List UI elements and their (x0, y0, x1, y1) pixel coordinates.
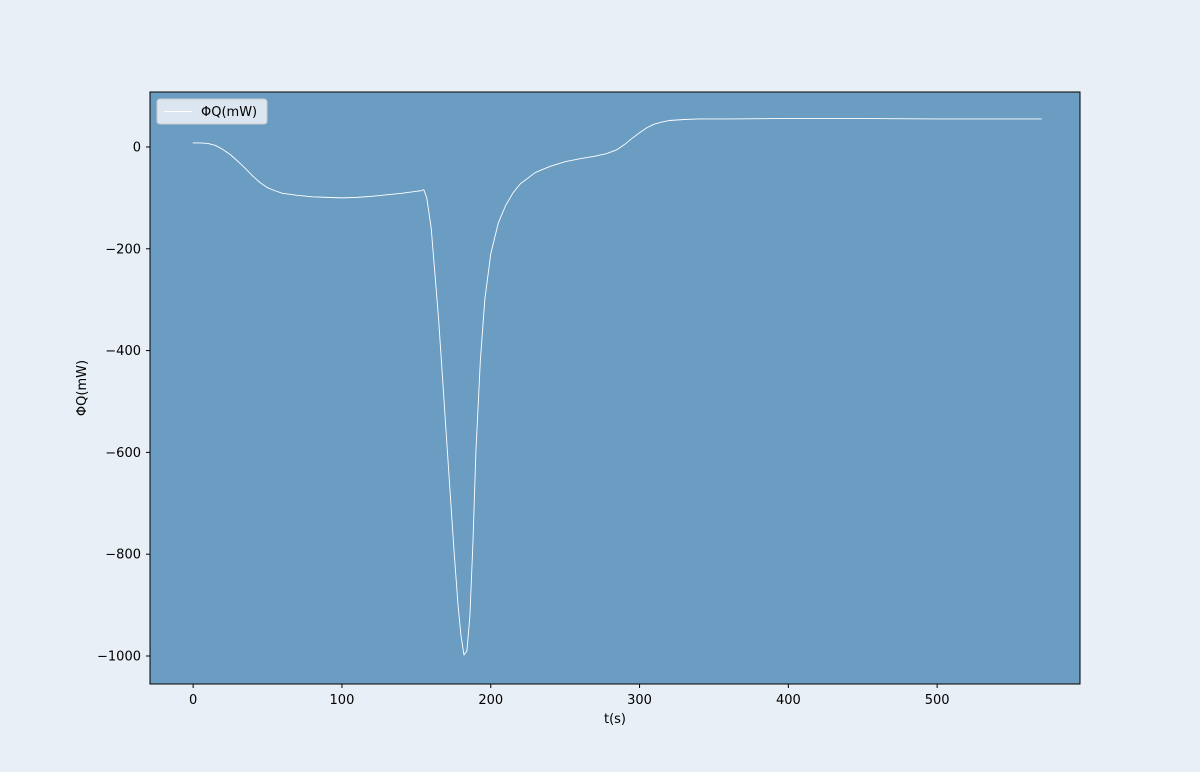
x-axis: 0 100 200 300 400 500 (189, 684, 950, 708)
x-tick-label: 200 (478, 693, 503, 708)
x-tick-label: 300 (627, 693, 652, 708)
y-tick-label: 0 (133, 140, 141, 155)
plot-area (150, 92, 1080, 684)
data-layer (192, 118, 1042, 656)
x-tick-label: 100 (330, 693, 355, 708)
y-axis: 0 −200 −400 −600 −800 −1000 (97, 140, 150, 665)
legend: ΦQ(mW) (156, 98, 268, 125)
legend-box (156, 98, 268, 125)
x-tick-label: 0 (189, 693, 197, 708)
legend-label: ΦQ(mW) (201, 105, 257, 120)
y-tick-label: −1000 (97, 650, 141, 665)
y-tick-label: −600 (105, 446, 141, 461)
y-tick-label: −400 (105, 344, 141, 359)
series-line-0 (192, 118, 1042, 656)
x-tick-label: 400 (776, 693, 801, 708)
x-tick-label: 500 (925, 693, 950, 708)
y-tick-label: −200 (105, 242, 141, 257)
y-tick-label: −800 (105, 548, 141, 563)
y-axis-label: ΦQ(mW) (75, 360, 90, 416)
plot-frame (149, 91, 1081, 685)
x-axis-label: t(s) (604, 712, 626, 727)
